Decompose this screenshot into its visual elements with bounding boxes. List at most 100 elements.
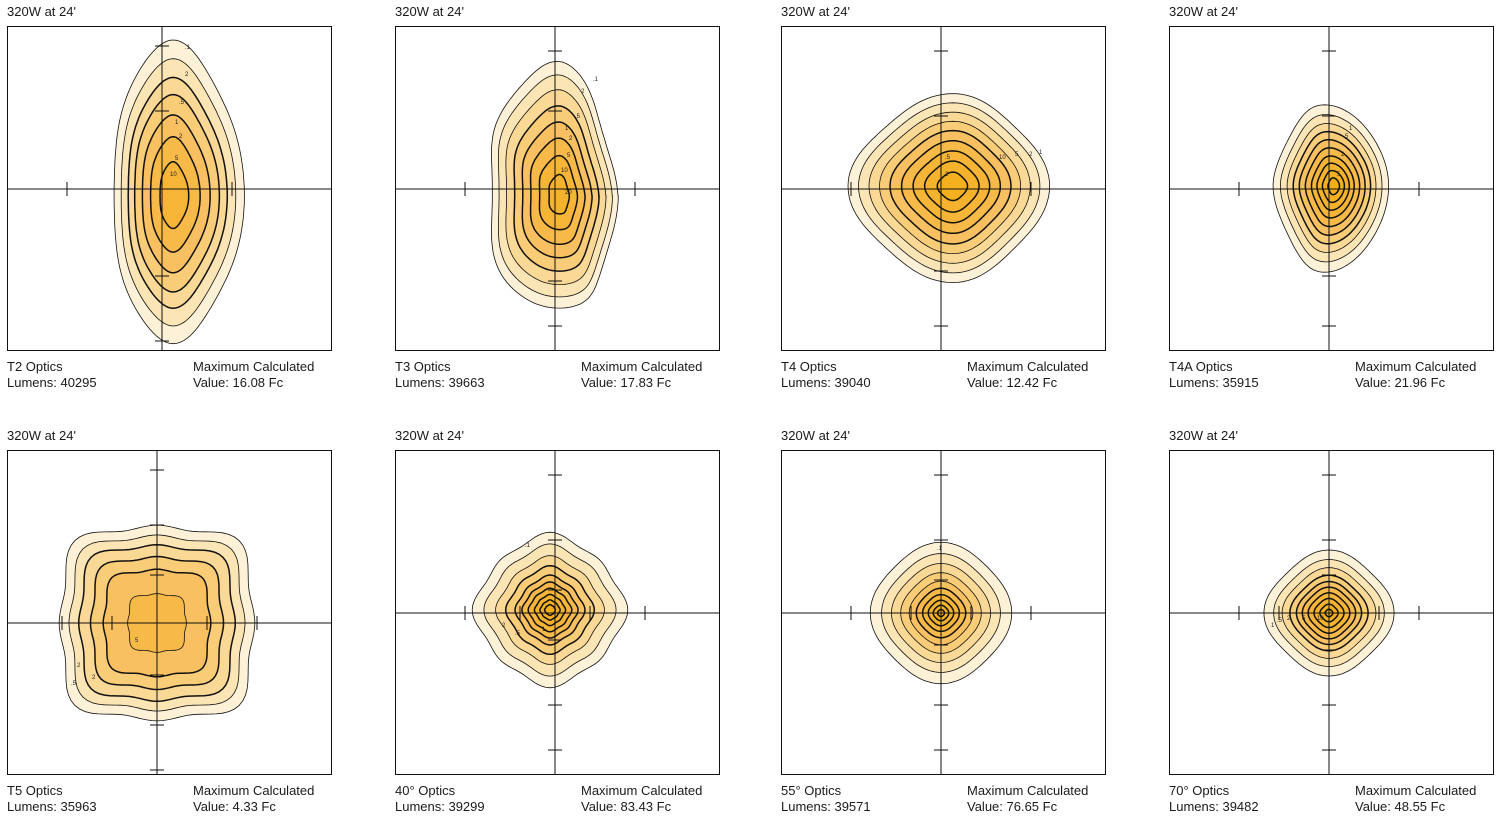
contour-label: 2 <box>569 136 573 142</box>
contour-label: 1 <box>175 120 179 126</box>
max-calculated-label: Maximum Calculated <box>581 359 703 374</box>
contour-label: 1 <box>1039 150 1043 156</box>
isolux-contour <box>548 173 571 215</box>
panel-t5: 320W at 24' .5 2 2 5 T5 Optics Lumens: 3596… <box>7 428 332 818</box>
contour-label: 10 <box>170 172 177 178</box>
max-calculated-value: Value: 48.55 Fc <box>1355 799 1446 814</box>
isolux-contour <box>936 171 969 202</box>
optic-name: T4 Optics <box>781 359 837 374</box>
isolux-plot-70deg: 1.5 2 5 10 <box>1169 450 1494 775</box>
contour-label: .5 <box>515 631 521 637</box>
panel-title: 320W at 24' <box>7 4 76 19</box>
max-calculated-value: Value: 4.33 Fc <box>193 799 276 814</box>
panel-t4: 320W at 24' 1 2 5 10.5 2 T4 Optics Lumens: 3… <box>781 4 1106 394</box>
optic-name: T4A Optics <box>1169 359 1233 374</box>
max-calculated-label: Maximum Calculated <box>1355 783 1477 798</box>
lumens-value: Lumens: 39040 <box>781 375 871 390</box>
contour-label: .5 <box>179 100 185 106</box>
lumens-value: Lumens: 39299 <box>395 799 485 814</box>
lumens-value: Lumens: 40295 <box>7 375 97 390</box>
contour-label: 2 <box>502 623 506 629</box>
contour-label: 2 <box>1287 616 1291 622</box>
max-calculated-value: Value: 21.96 Fc <box>1355 375 1446 390</box>
isolux-contour <box>543 603 557 617</box>
optic-name: 55° Optics <box>781 783 842 798</box>
max-calculated-value: Value: 83.43 Fc <box>581 799 672 814</box>
contour-label: 1 <box>542 627 546 633</box>
contour-label: 2 <box>92 675 96 681</box>
contour-label: 1 <box>1349 126 1353 132</box>
panel-70deg: 320W at 24' 1.5 2 5 10 70° Optics Lumens: 3… <box>1169 428 1494 818</box>
contour-label: 2 <box>185 72 189 78</box>
panel-title: 320W at 24' <box>7 428 76 443</box>
contour-label: 1 <box>1271 623 1275 629</box>
contour-label: 10 <box>561 168 568 174</box>
contour-label: 2 <box>179 134 183 140</box>
max-calculated-label: Maximum Calculated <box>967 783 1089 798</box>
panel-t2: 320W at 24' .1 2 .5 1 2 5 10 T2 Optics Lumens:… <box>7 4 332 394</box>
contour-label: 5 <box>1337 172 1341 178</box>
panel-40deg: 320W at 24' .1 2 .5 1 40° Optics Lumens: 39… <box>395 428 720 818</box>
panel-title: 320W at 24' <box>781 428 850 443</box>
isolux-plot-t2: .1 2 .5 1 2 5 10 <box>7 26 332 351</box>
optic-name: 40° Optics <box>395 783 456 798</box>
contour-label: 2 <box>1341 152 1345 158</box>
lumens-value: Lumens: 39482 <box>1169 799 1259 814</box>
contour-label: 10 <box>1317 616 1324 622</box>
contour-label: 2 <box>1029 152 1033 158</box>
contour-label: 5 <box>175 156 179 162</box>
contour-label: 5 <box>135 638 139 644</box>
max-calculated-value: Value: 12.42 Fc <box>967 375 1058 390</box>
contour-label: 2 <box>945 172 949 178</box>
isolux-plot-40deg: .1 2 .5 1 <box>395 450 720 775</box>
optic-name: T5 Optics <box>7 783 63 798</box>
contour-label: 5 <box>1302 616 1306 622</box>
contour-label: 10 <box>999 155 1006 161</box>
lumens-value: Lumens: 35963 <box>7 799 97 814</box>
optic-name: T3 Optics <box>395 359 451 374</box>
isolux-contour <box>1327 177 1341 196</box>
max-calculated-label: Maximum Calculated <box>967 359 1089 374</box>
max-calculated-label: Maximum Calculated <box>581 783 703 798</box>
panel-title: 320W at 24' <box>395 428 464 443</box>
contour-label: .5 <box>1277 618 1283 624</box>
panel-title: 320W at 24' <box>1169 4 1238 19</box>
contour-label: 1 <box>565 126 569 132</box>
max-calculated-value: Value: 16.08 Fc <box>193 375 284 390</box>
isolux-contour <box>159 160 190 230</box>
contour-label: 5 <box>1345 134 1349 140</box>
contour-label: .1 <box>593 77 599 83</box>
optic-name: 70° Optics <box>1169 783 1230 798</box>
panel-title: 320W at 24' <box>1169 428 1238 443</box>
contour-label: .1 <box>185 45 191 51</box>
contour-label: 5 <box>1015 152 1019 158</box>
max-calculated-value: Value: 76.65 Fc <box>967 799 1058 814</box>
lumens-value: Lumens: 35915 <box>1169 375 1259 390</box>
isolux-plot-55deg: .1 <box>781 450 1106 775</box>
max-calculated-label: Maximum Calculated <box>1355 359 1477 374</box>
contour-label: .5 <box>945 155 951 161</box>
max-calculated-label: Maximum Calculated <box>193 359 315 374</box>
isolux-plot-t5: .5 2 2 5 <box>7 450 332 775</box>
optic-name: T2 Optics <box>7 359 63 374</box>
contour-label: 2 <box>581 89 585 95</box>
panel-title: 320W at 24' <box>781 4 850 19</box>
contour-label: .1 <box>937 546 943 552</box>
contour-label: .5 <box>575 114 581 120</box>
max-calculated-label: Maximum Calculated <box>193 783 315 798</box>
panel-t3: 320W at 24' .1 2.5 1 2 5 10 20 T3 Optics Lumen… <box>395 4 720 394</box>
max-calculated-value: Value: 17.83 Fc <box>581 375 672 390</box>
panel-title: 320W at 24' <box>395 4 464 19</box>
contour-label: .1 <box>525 543 531 549</box>
contour-label: 2 <box>77 663 81 669</box>
lumens-value: Lumens: 39663 <box>395 375 485 390</box>
panel-55deg: 320W at 24' .1 55° Optics Lumens: 39571 … <box>781 428 1106 818</box>
lumens-value: Lumens: 39571 <box>781 799 871 814</box>
contour-label: .5 <box>71 681 77 687</box>
contour-label: 20 <box>565 190 572 196</box>
contour-label: 5 <box>567 153 571 159</box>
